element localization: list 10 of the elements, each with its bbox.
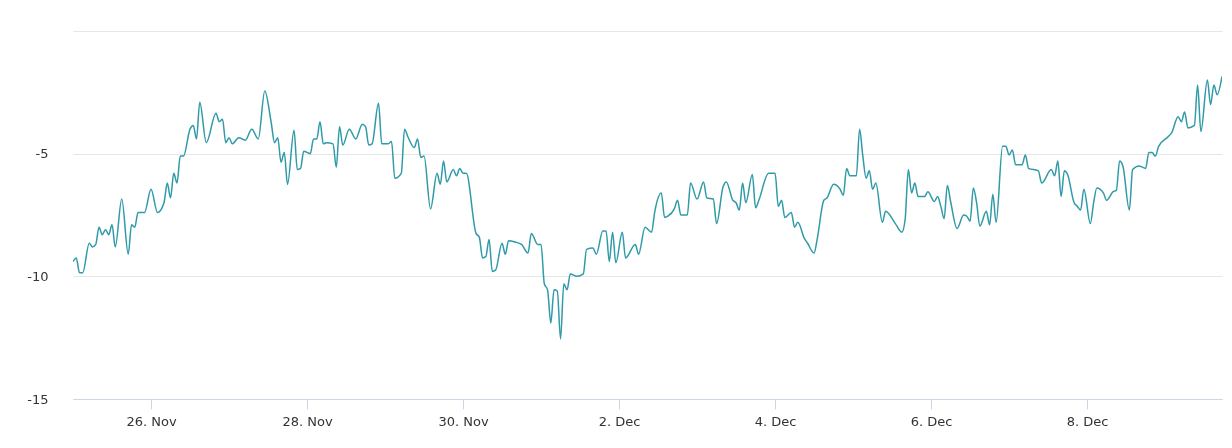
x-tick-label: 26. Nov [126,413,177,429]
x-tick-label: 30. Nov [438,413,489,429]
x-tick-label: 2. Dec [598,413,641,429]
y-tick-label: -10 [27,268,49,284]
y-tick-label: -5 [35,146,49,162]
x-tick-label: 6. Dec [910,413,953,429]
x-tick-label: 8. Dec [1066,413,1109,429]
x-tick-label: 28. Nov [282,413,333,429]
x-tick-label: 4. Dec [754,413,797,429]
y-tick-label: -15 [27,391,49,407]
